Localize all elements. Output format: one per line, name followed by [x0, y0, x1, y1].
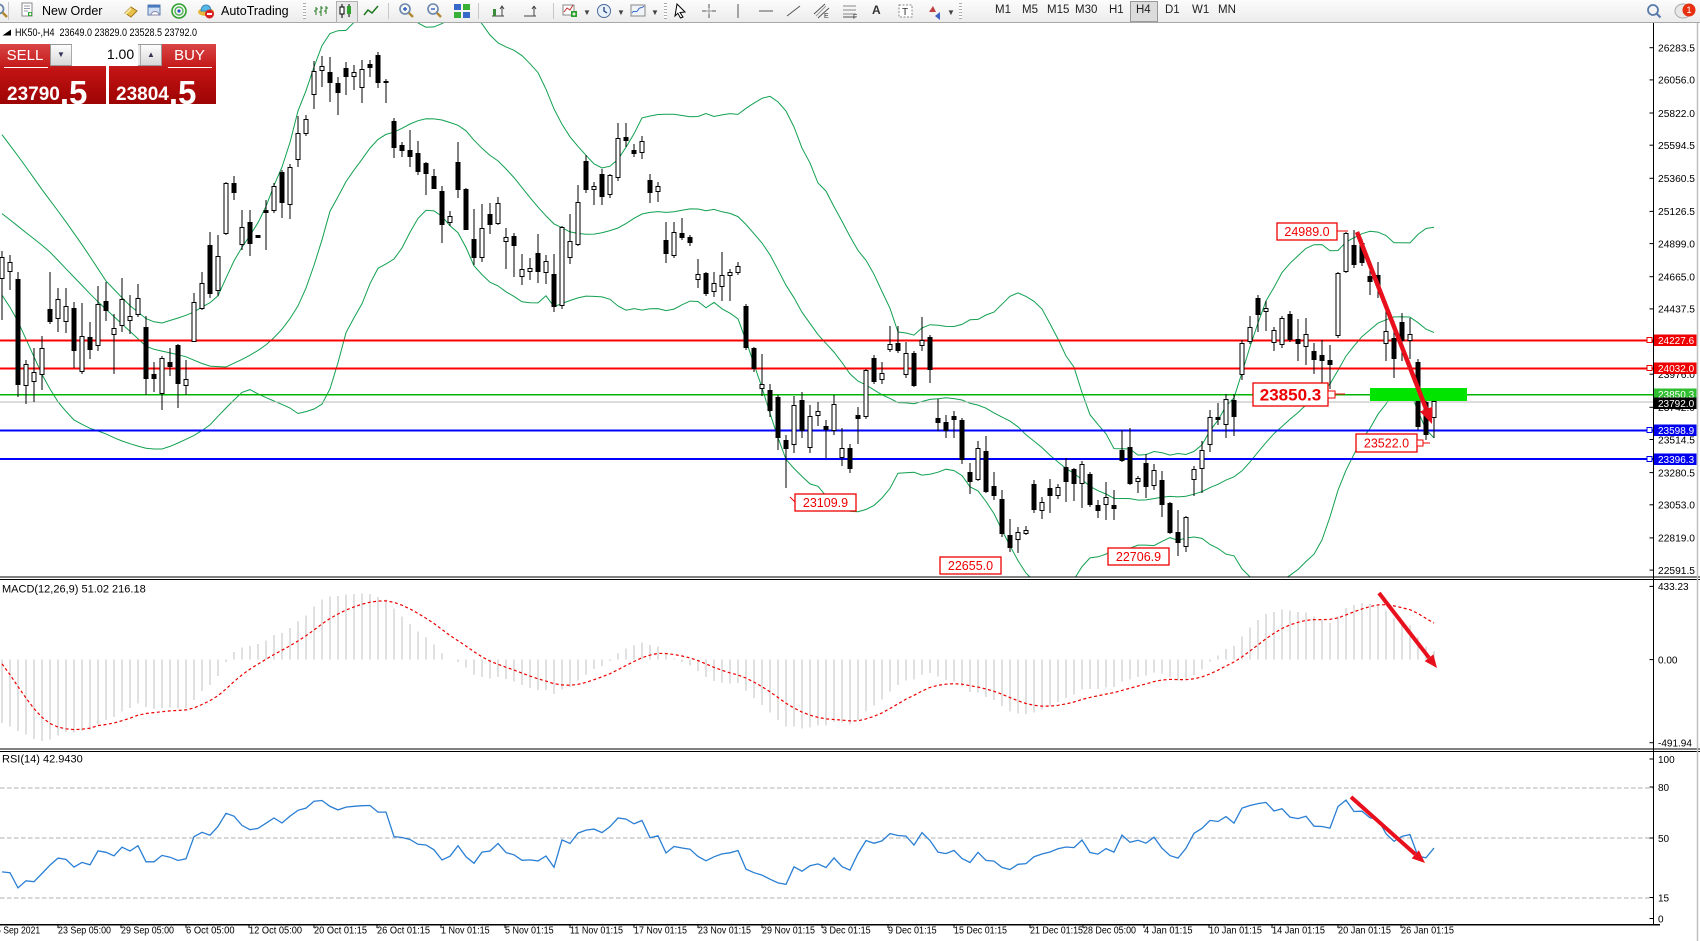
svg-text:22819.0: 22819.0	[1658, 534, 1695, 545]
svg-text:26283.5: 26283.5	[1658, 44, 1695, 55]
svg-text:12 Oct 05:00: 12 Oct 05:00	[249, 926, 302, 937]
svg-text:28 Dec 05:00: 28 Dec 05:00	[1083, 926, 1136, 937]
svg-text:26 Jan 01:15: 26 Jan 01:15	[1401, 926, 1454, 937]
svg-text:1: 1	[1686, 5, 1691, 15]
svg-text:6 Oct 05:00: 6 Oct 05:00	[186, 926, 235, 937]
svg-text:F: F	[853, 14, 857, 20]
svg-text:14 Jan 01:15: 14 Jan 01:15	[1272, 926, 1325, 937]
svg-text:25360.5: 25360.5	[1658, 174, 1695, 185]
svg-text:-491.94: -491.94	[1658, 739, 1692, 750]
svg-text:23109.9: 23109.9	[803, 496, 848, 510]
svg-text:MACD(12,26,9) 51.02 216.18: MACD(12,26,9) 51.02 216.18	[2, 584, 146, 596]
svg-text:0: 0	[1658, 914, 1664, 925]
svg-text:24665.0: 24665.0	[1658, 273, 1695, 284]
svg-text:22591.5: 22591.5	[1658, 566, 1695, 577]
svg-text:1 Nov 01:15: 1 Nov 01:15	[441, 926, 490, 937]
svg-text:23 Sep 05:00: 23 Sep 05:00	[58, 926, 111, 937]
svg-text:26 Oct 01:15: 26 Oct 01:15	[377, 926, 430, 937]
svg-text:25594.5: 25594.5	[1658, 141, 1695, 152]
svg-text:23598.9: 23598.9	[1658, 426, 1695, 437]
svg-text:100: 100	[1658, 755, 1675, 766]
svg-text:22706.9: 22706.9	[1116, 550, 1161, 564]
svg-text:26056.0: 26056.0	[1658, 76, 1695, 87]
svg-text:24227.6: 24227.6	[1658, 336, 1695, 347]
svg-text:15: 15	[1658, 893, 1670, 904]
svg-text:24899.0: 24899.0	[1658, 239, 1695, 250]
svg-text:23053.0: 23053.0	[1658, 501, 1695, 512]
svg-text:23514.5: 23514.5	[1658, 435, 1695, 446]
svg-text:23792.0: 23792.0	[1658, 399, 1695, 410]
svg-text:T: T	[902, 7, 908, 18]
svg-text:E: E	[824, 13, 829, 20]
svg-text:9 Dec 01:15: 9 Dec 01:15	[888, 926, 937, 937]
svg-text:24989.0: 24989.0	[1284, 225, 1329, 239]
svg-text:11 Nov 01:15: 11 Nov 01:15	[570, 926, 623, 937]
svg-text:23850.3: 23850.3	[1260, 386, 1321, 405]
svg-text:5 Nov 01:15: 5 Nov 01:15	[505, 926, 554, 937]
svg-text:80: 80	[1658, 783, 1670, 794]
svg-text:23 Nov 01:15: 23 Nov 01:15	[698, 926, 751, 937]
svg-text:22655.0: 22655.0	[948, 559, 993, 573]
svg-text:4 Jan 01:15: 4 Jan 01:15	[1144, 926, 1193, 937]
svg-text:23396.3: 23396.3	[1658, 455, 1695, 466]
svg-text:24032.0: 24032.0	[1658, 364, 1695, 375]
svg-text:24437.5: 24437.5	[1658, 305, 1695, 316]
svg-text:23280.5: 23280.5	[1658, 468, 1695, 479]
svg-text:29 Nov 01:15: 29 Nov 01:15	[762, 926, 815, 937]
svg-text:23850.3: 23850.3	[1658, 390, 1695, 401]
svg-text:15 Dec 01:15: 15 Dec 01:15	[954, 926, 1007, 937]
svg-text:21 Dec 01:15: 21 Dec 01:15	[1030, 926, 1083, 937]
svg-text:20 Jan 01:15: 20 Jan 01:15	[1338, 926, 1391, 937]
svg-text:23522.0: 23522.0	[1364, 437, 1409, 451]
svg-text:3 Dec 01:15: 3 Dec 01:15	[822, 926, 871, 937]
svg-text:20 Oct 01:15: 20 Oct 01:15	[314, 926, 367, 937]
svg-text:RSI(14) 42.9430: RSI(14) 42.9430	[2, 754, 83, 766]
svg-text:50: 50	[1658, 834, 1670, 845]
svg-text:433.23: 433.23	[1658, 582, 1689, 593]
svg-text:25822.0: 25822.0	[1658, 109, 1695, 120]
svg-text:0.00: 0.00	[1658, 655, 1678, 666]
svg-text:25126.5: 25126.5	[1658, 207, 1695, 218]
svg-text:17 Nov 01:15: 17 Nov 01:15	[634, 926, 687, 937]
svg-text:23976.0: 23976.0	[1658, 370, 1695, 381]
svg-text:6 Sep 2021: 6 Sep 2021	[0, 926, 41, 937]
svg-text:10 Jan 01:15: 10 Jan 01:15	[1209, 926, 1262, 937]
svg-text:29 Sep 05:00: 29 Sep 05:00	[121, 926, 174, 937]
svg-text:HK50-,H4 23649.0 23829.0 2352: HK50-,H4 23649.0 23829.0 23528.5 23792.0	[15, 27, 197, 39]
